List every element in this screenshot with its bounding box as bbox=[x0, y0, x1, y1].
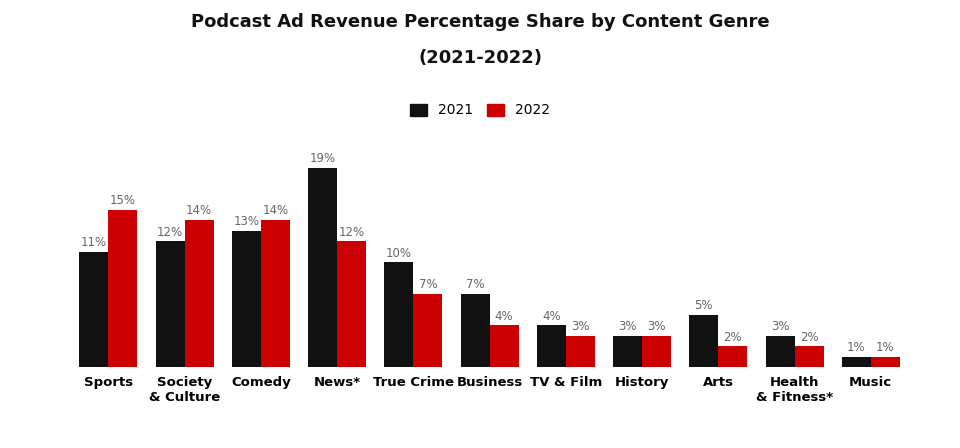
Bar bbox=[537, 325, 565, 367]
Text: 3%: 3% bbox=[618, 320, 636, 333]
Text: 14%: 14% bbox=[262, 204, 288, 217]
Bar bbox=[613, 336, 642, 367]
Text: 7%: 7% bbox=[466, 278, 485, 291]
Bar bbox=[490, 325, 518, 367]
Text: 12%: 12% bbox=[157, 225, 183, 238]
Bar bbox=[795, 346, 824, 367]
Text: Podcast Ad Revenue Percentage Share by Content Genre: Podcast Ad Revenue Percentage Share by C… bbox=[191, 13, 769, 31]
Text: 3%: 3% bbox=[771, 320, 789, 333]
Bar bbox=[871, 357, 900, 367]
Bar bbox=[565, 336, 595, 367]
Text: 3%: 3% bbox=[571, 320, 589, 333]
Text: 2%: 2% bbox=[724, 331, 742, 344]
Text: 15%: 15% bbox=[109, 194, 136, 207]
Text: 7%: 7% bbox=[419, 278, 437, 291]
Bar bbox=[156, 241, 184, 367]
Bar bbox=[461, 294, 490, 367]
Bar bbox=[842, 357, 871, 367]
Text: 4%: 4% bbox=[542, 310, 561, 323]
Text: 14%: 14% bbox=[186, 204, 212, 217]
Text: 4%: 4% bbox=[494, 310, 514, 323]
Text: 2%: 2% bbox=[800, 331, 818, 344]
Text: 3%: 3% bbox=[647, 320, 666, 333]
Text: 13%: 13% bbox=[233, 215, 259, 228]
Bar bbox=[261, 220, 290, 367]
Bar bbox=[184, 220, 214, 367]
Text: 1%: 1% bbox=[847, 341, 866, 354]
Bar bbox=[414, 294, 443, 367]
Bar bbox=[232, 231, 261, 367]
Text: 11%: 11% bbox=[81, 236, 107, 249]
Bar bbox=[642, 336, 671, 367]
Legend: 2021, 2022: 2021, 2022 bbox=[403, 97, 557, 125]
Text: 12%: 12% bbox=[339, 225, 365, 238]
Bar bbox=[718, 346, 747, 367]
Text: 19%: 19% bbox=[309, 152, 336, 165]
Text: 10%: 10% bbox=[386, 246, 412, 259]
Text: (2021-2022): (2021-2022) bbox=[418, 49, 542, 67]
Bar bbox=[337, 241, 366, 367]
Bar bbox=[765, 336, 795, 367]
Bar bbox=[108, 210, 137, 367]
Text: 1%: 1% bbox=[876, 341, 895, 354]
Bar bbox=[689, 315, 718, 367]
Bar bbox=[308, 168, 337, 367]
Bar bbox=[80, 252, 108, 367]
Bar bbox=[384, 262, 414, 367]
Text: 5%: 5% bbox=[695, 299, 713, 312]
